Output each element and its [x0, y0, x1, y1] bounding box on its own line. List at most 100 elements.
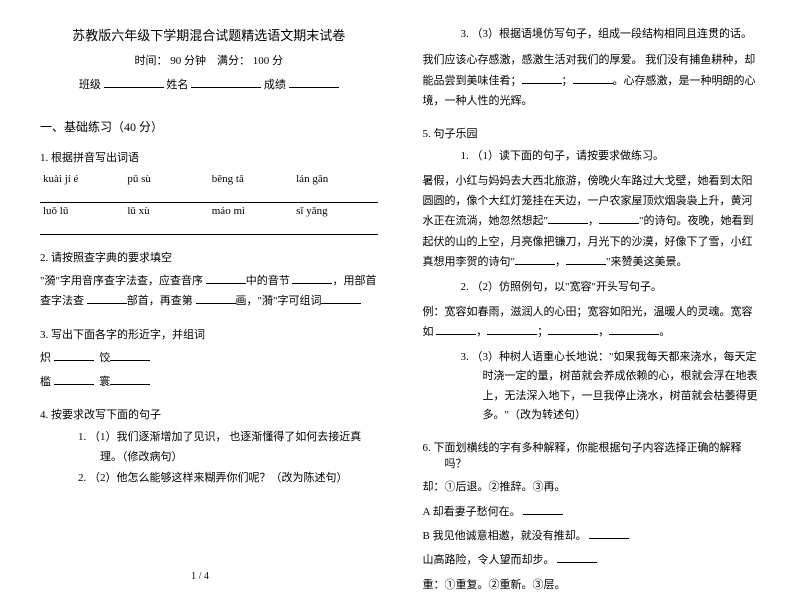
blank — [609, 324, 659, 335]
q5-title: 5. 句子乐园 — [423, 125, 761, 141]
q3-line-2: 槛 寰 — [40, 372, 378, 392]
q5-s2-text: ， — [476, 326, 487, 338]
q6-line-text: 山高路险，令人望而却步。 — [423, 554, 555, 566]
q6-line: B 我见他诚意相邀，就没有推却。 — [423, 526, 761, 546]
pinyin-blank-row — [40, 219, 378, 235]
blank — [548, 213, 588, 224]
pinyin-cell: luǒ lǔ — [40, 203, 124, 220]
q3-char: 寰 — [99, 376, 110, 388]
exam-title: 苏教版六年级下学期混合试题精选语文期末试卷 — [40, 25, 378, 44]
section-1-title: 一、基础练习（40 分） — [40, 118, 378, 135]
q2-text: 画，"漪"字可组词 — [236, 295, 322, 307]
q5-s2: 2. （2）仿照例句，以"宽容"开头写句子。 — [423, 278, 761, 297]
score-value: 100 分 — [253, 55, 283, 67]
q5-s2-text: 。 — [659, 326, 670, 338]
q2-text: 部首，再查第 — [127, 295, 196, 307]
blank — [522, 73, 562, 84]
q5-s2-body: 例：宽容如春雨，滋润人的心田；宽容如阳光，温暖人的灵魂。宽容如 ，；，。 — [423, 302, 761, 343]
blank — [487, 324, 537, 335]
q5-s1-text: ， — [588, 215, 599, 227]
blank — [589, 528, 629, 539]
q3-line-1: 炽 饺 — [40, 348, 378, 368]
q5-s3: 3. （3）种树人语重心长地说："如果我每天都来浇水，每天定时浇一定的量，树苗就… — [423, 348, 761, 425]
page-number: 1 / 4 — [0, 571, 400, 582]
q5-s1-body: 暑假，小红与妈妈去大西北旅游，傍晚火车路过大戈壁，她看到太阳圆圆的，像个大红灯笼… — [423, 171, 761, 273]
blank — [110, 374, 150, 385]
pinyin-blank-row — [40, 187, 378, 203]
blank — [548, 324, 598, 335]
pinyin-cell: bēng tā — [209, 171, 293, 187]
right-column: 3. （3）根据语境仿写句子，组成一段结构相同且连贯的话。 我们应该心存感激，感… — [423, 25, 761, 599]
blank — [54, 374, 94, 385]
q3-body: 炽 饺 槛 寰 — [40, 348, 378, 393]
pinyin-cell: kuài jí é — [40, 171, 124, 187]
time-value: 90 分钟 — [170, 55, 206, 67]
q6-line: A 却看妻子愁何在。 — [423, 502, 761, 522]
name-label: 姓名 — [166, 79, 188, 91]
grade-label: 成绩 — [264, 79, 286, 91]
q6-line: 却：①后退。②推辞。③再。 — [423, 477, 761, 497]
q5-s3-text: 3. （3）种树人语重心长地说："如果我每天都来浇水，每天定时浇一定的量，树苗就… — [461, 348, 761, 425]
left-column: 苏教版六年级下学期混合试题精选语文期末试卷 时间： 90 分钟 满分： 100 … — [40, 25, 378, 599]
pinyin-cell: lǔ xù — [124, 203, 208, 220]
q4-items-cont: 3. （3）根据语境仿写句子，组成一段结构相同且连贯的话。 — [423, 25, 761, 44]
exam-meta: 时间： 90 分钟 满分： 100 分 — [40, 52, 378, 68]
class-blank — [104, 77, 164, 88]
blank — [573, 73, 613, 84]
pinyin-cell: lán gān — [293, 171, 377, 187]
q5-s1: 1. （1）读下面的句子，请按要求做练习。 — [423, 147, 761, 166]
pinyin-row-1: kuài jí é pǔ sù bēng tā lán gān — [40, 171, 378, 187]
q6-line-text: A 却看妻子愁何在。 — [423, 506, 521, 518]
q5-s1-text: "来赞美这美景。 — [606, 256, 688, 268]
blank — [599, 213, 639, 224]
q3-title: 3. 写出下面各字的形近字，并组词 — [40, 326, 378, 342]
q4-item: 3. （3）根据语境仿写句子，组成一段结构相同且连贯的话。 — [461, 25, 761, 44]
q2-text: 中的音节 — [246, 275, 293, 287]
q4-title: 4. 按要求改写下面的句子 — [40, 406, 378, 422]
student-info: 班级 姓名 成绩 — [40, 76, 378, 92]
blank — [196, 293, 236, 304]
blank — [292, 273, 332, 284]
q5-s2-label: 2. （2）仿照例句，以"宽容"开头写句子。 — [461, 278, 761, 297]
blank — [436, 324, 476, 335]
q2-title: 2. 请按照查字典的要求填空 — [40, 249, 378, 265]
q6-title: 6. 下面划横线的字有多种解释，你能根据句子内容选择正确的解释吗？ — [423, 439, 761, 471]
blank — [206, 273, 246, 284]
pinyin-row-2: luǒ lǔ lǔ xù máo mì sī yǎng — [40, 203, 378, 220]
q4-3-text: ； — [562, 75, 573, 87]
pinyin-cell: sī yǎng — [293, 203, 377, 220]
pinyin-cell: pǔ sù — [124, 171, 208, 187]
q5-s2-text: ； — [537, 326, 548, 338]
q2-text: "漪"字用音序查字法查，应查音序 — [40, 275, 206, 287]
blank — [54, 350, 94, 361]
grade-blank — [289, 77, 339, 88]
q4-item: 1. （1）我们逐渐增加了见识， 也逐渐懂得了如何去接近真理。（修改病句） — [78, 428, 378, 467]
q5-s1-text: ， — [555, 256, 566, 268]
q6-line-text: B 我见他诚意相邀，就没有推却。 — [423, 530, 587, 542]
score-label: 满分： — [217, 55, 250, 67]
time-label: 时间： — [135, 55, 168, 67]
q5-s1-label: 1. （1）读下面的句子，请按要求做练习。 — [461, 147, 761, 166]
blank — [566, 254, 606, 265]
q4-3-body: 我们应该心存感激，感激生活对我们的厚爱。 我们没有捕鱼耕种，却能品尝到美味佳肴；… — [423, 50, 761, 111]
name-blank — [191, 77, 261, 88]
q5-s2-text: ， — [598, 326, 609, 338]
blank — [321, 293, 361, 304]
q6-line: 山高路险，令人望而却步。 — [423, 550, 761, 570]
blank — [523, 504, 563, 515]
q3-char: 饺 — [99, 352, 110, 364]
blank — [110, 350, 150, 361]
q1-title: 1. 根据拼音写出词语 — [40, 149, 378, 165]
q4-item: 2. （2）他怎么能够这样来糊弄你们呢？（改为陈述句） — [78, 469, 378, 488]
q2-body: "漪"字用音序查字法查，应查音序 中的音节 ，用部首查字法查 部首，再查第 画，… — [40, 271, 378, 312]
pinyin-table: kuài jí é pǔ sù bēng tā lán gān luǒ lǔ l… — [40, 171, 378, 235]
blank — [87, 293, 127, 304]
q6-body: 却：①后退。②推辞。③再。 A 却看妻子愁何在。 B 我见他诚意相邀，就没有推却… — [423, 477, 761, 595]
pinyin-cell: máo mì — [209, 203, 293, 220]
blank — [515, 254, 555, 265]
q4-items: 1. （1）我们逐渐增加了见识， 也逐渐懂得了如何去接近真理。（修改病句） 2.… — [40, 428, 378, 488]
blank — [557, 552, 597, 563]
q3-char: 炽 — [40, 352, 51, 364]
q3-char: 槛 — [40, 376, 51, 388]
class-label: 班级 — [79, 79, 101, 91]
